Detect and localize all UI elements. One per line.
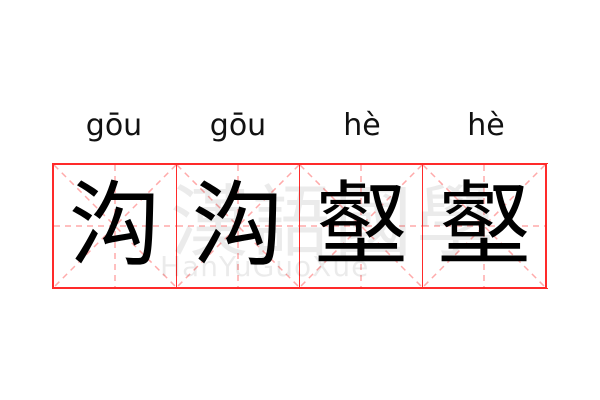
guide-lines bbox=[177, 165, 299, 287]
character: 沟 bbox=[68, 172, 161, 279]
pinyin-4: hè bbox=[467, 108, 505, 143]
guide-lines bbox=[423, 165, 545, 287]
character: 沟 bbox=[191, 172, 284, 279]
character-cell: 沟 bbox=[52, 164, 177, 288]
character-cell: 壑 bbox=[422, 164, 547, 288]
pinyin-3: hè bbox=[343, 108, 381, 143]
character: 壑 bbox=[314, 172, 407, 279]
character-grid: 沟 沟 壑 壑 bbox=[52, 163, 548, 289]
guide-lines bbox=[54, 165, 176, 287]
character-cell: 沟 bbox=[176, 164, 300, 288]
character: 壑 bbox=[437, 172, 530, 279]
pinyin-1: gōu bbox=[85, 108, 143, 143]
guide-lines bbox=[300, 165, 422, 287]
character-cell: 壑 bbox=[299, 164, 423, 288]
pinyin-2: gōu bbox=[209, 108, 267, 143]
